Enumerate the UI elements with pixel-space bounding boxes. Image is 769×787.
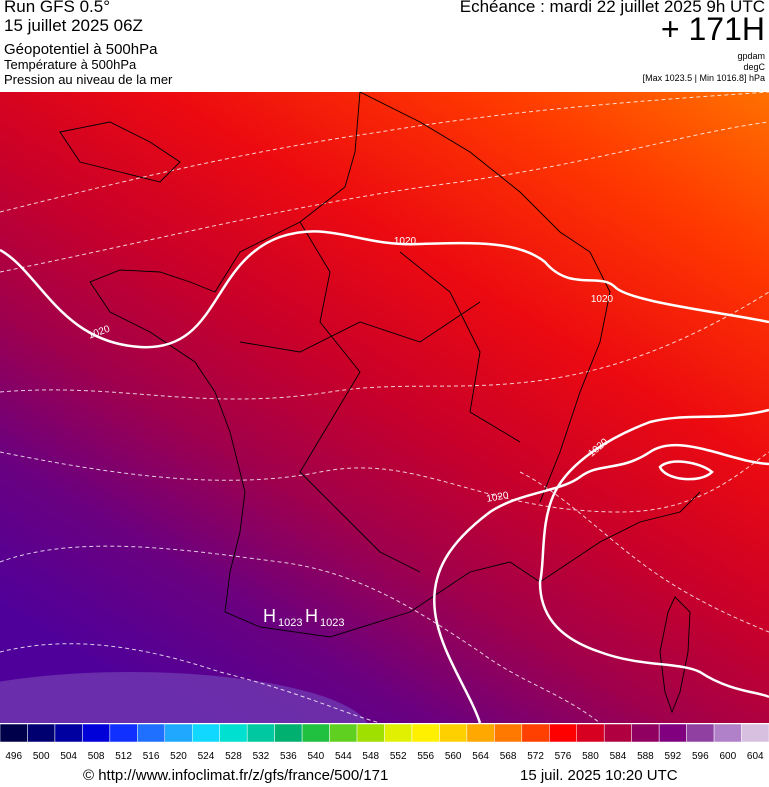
colorbar-swatch bbox=[411, 723, 440, 743]
isobar-label: 1020 bbox=[591, 294, 614, 305]
high-value: 1023 bbox=[320, 617, 344, 629]
colorbar-swatch bbox=[658, 723, 687, 743]
colorbar-swatch bbox=[603, 723, 632, 743]
colorbar-swatch bbox=[741, 723, 769, 743]
colorbar-swatch bbox=[109, 723, 138, 743]
colorbar-swatch bbox=[0, 723, 28, 743]
unit-label: degC bbox=[743, 62, 765, 72]
colorbar-label: 588 bbox=[637, 751, 654, 762]
field-label: Géopotentiel à 500hPa bbox=[4, 41, 158, 58]
colorbar-label: 516 bbox=[143, 751, 160, 762]
colorbar-label: 532 bbox=[253, 751, 270, 762]
colorbar-label: 524 bbox=[198, 751, 215, 762]
field-region bbox=[0, 672, 368, 723]
colorbar-label: 536 bbox=[280, 751, 297, 762]
colorbar-swatch bbox=[192, 723, 220, 743]
high-value: 1023 bbox=[278, 617, 302, 629]
colorbar-label: 528 bbox=[225, 751, 242, 762]
source-link: © http://www.infoclimat.fr/z/gfs/france/… bbox=[83, 767, 389, 784]
colorbar-swatch bbox=[246, 723, 275, 743]
colorbar-label: 552 bbox=[390, 751, 407, 762]
colorbar-label: 520 bbox=[170, 751, 187, 762]
isobar-label: 1020 bbox=[394, 236, 417, 247]
colorbar-label: 564 bbox=[472, 751, 489, 762]
temperature-contours bbox=[0, 92, 769, 723]
colorbar-label: 496 bbox=[5, 751, 22, 762]
colorbar-label: 556 bbox=[417, 751, 434, 762]
colorbar-swatch bbox=[439, 723, 468, 743]
colorbar-label: 592 bbox=[665, 751, 682, 762]
colorbar-label: 500 bbox=[33, 751, 50, 762]
unit-label: gpdam bbox=[737, 51, 765, 61]
colorbar-label: 508 bbox=[88, 751, 105, 762]
colorbar-label: 580 bbox=[582, 751, 599, 762]
colorbar-swatch bbox=[27, 723, 56, 743]
colorbar-swatch bbox=[549, 723, 577, 743]
colorbar-label: 572 bbox=[527, 751, 544, 762]
isobars bbox=[0, 230, 769, 723]
colorbar-swatch bbox=[494, 723, 523, 743]
colorbar-swatch bbox=[384, 723, 413, 743]
colorbar-swatch bbox=[686, 723, 715, 743]
isobar-label: 1020 bbox=[486, 490, 510, 505]
colorbar-label: 544 bbox=[335, 751, 352, 762]
colorbar-swatch bbox=[521, 723, 550, 743]
lead-time: + 171H bbox=[660, 11, 765, 47]
colorbar-label: 548 bbox=[362, 751, 379, 762]
colorbar-swatch bbox=[164, 723, 193, 743]
colorbar-label: 560 bbox=[445, 751, 462, 762]
run-date: 15 juillet 2025 06Z bbox=[4, 16, 143, 35]
pressure-range: [Max 1023.5 | Min 1016.8] hPa bbox=[642, 73, 765, 83]
colorbar-swatch bbox=[466, 723, 495, 743]
colorbar-label: 596 bbox=[692, 751, 709, 762]
colorbar-swatch bbox=[631, 723, 660, 743]
field-label: Pression au niveau de la mer bbox=[4, 72, 173, 87]
high-symbol: H bbox=[263, 606, 276, 626]
colorbar-swatch bbox=[713, 723, 742, 743]
colorbar-swatch bbox=[137, 723, 166, 743]
colorbar-label: 504 bbox=[60, 751, 77, 762]
colorbar-label: 584 bbox=[610, 751, 627, 762]
colorbar-label: 576 bbox=[555, 751, 572, 762]
colorbar: 496 500 504 508 512 516 520 524 528 532 536 540 544 5… bbox=[0, 723, 769, 762]
colorbar-label: 512 bbox=[115, 751, 132, 762]
colorbar-swatch bbox=[82, 723, 111, 743]
colorbar-swatch bbox=[576, 723, 605, 743]
run-title: Run GFS 0.5° bbox=[4, 0, 111, 16]
colorbar-label: 604 bbox=[747, 751, 764, 762]
colorbar-label: 540 bbox=[307, 751, 324, 762]
colorbar-swatch bbox=[356, 723, 385, 743]
field-background bbox=[0, 92, 769, 723]
colorbar-swatch bbox=[274, 723, 303, 743]
high-symbol: H bbox=[305, 606, 318, 626]
colorbar-swatch bbox=[219, 723, 248, 743]
colorbar-swatch bbox=[54, 723, 83, 743]
colorbar-swatch bbox=[329, 723, 358, 743]
field-label: Température à 500hPa bbox=[4, 57, 137, 72]
timestamp: 15 juil. 2025 10:20 UTC bbox=[520, 767, 678, 784]
colorbar-label: 568 bbox=[500, 751, 517, 762]
colorbar-swatch bbox=[301, 723, 330, 743]
colorbar-label: 600 bbox=[719, 751, 736, 762]
valid-time: Echéance : mardi 22 juillet 2025 9h UTC bbox=[459, 0, 765, 16]
